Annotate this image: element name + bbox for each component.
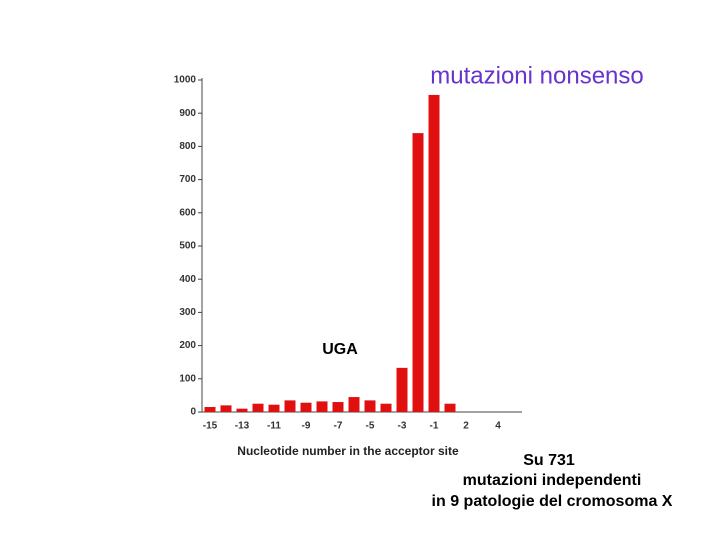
bar xyxy=(268,404,280,412)
x-tick-label: -15 xyxy=(203,421,218,432)
y-tick-label: 600 xyxy=(179,207,196,218)
note: mutazioni independenti xyxy=(463,472,642,489)
note: in 9 patologie del cromosoma X xyxy=(432,493,673,510)
bar xyxy=(236,408,248,412)
y-tick-label: 300 xyxy=(179,307,196,318)
x-tick-label: -13 xyxy=(235,421,250,432)
x-tick-label: -11 xyxy=(267,421,281,432)
bar xyxy=(364,400,376,412)
bar xyxy=(444,403,456,412)
y-tick-label: 700 xyxy=(179,174,196,185)
x-tick-label: 2 xyxy=(463,421,469,432)
bar xyxy=(348,397,360,412)
y-tick-label: 200 xyxy=(179,340,196,351)
x-tick-label: 4 xyxy=(495,421,501,432)
bar xyxy=(428,94,440,412)
bar xyxy=(412,133,424,412)
annotation: UGA xyxy=(322,341,358,358)
y-tick-label: 800 xyxy=(179,141,196,152)
chart-title: mutazioni nonsenso xyxy=(430,62,643,89)
x-tick-label: -1 xyxy=(430,421,439,432)
y-tick-label: 500 xyxy=(179,241,196,252)
y-tick-label: 100 xyxy=(179,373,196,384)
bar xyxy=(380,403,392,412)
x-axis-title: Nucleotide number in the acceptor site xyxy=(237,444,459,458)
y-tick-label: 0 xyxy=(190,407,196,418)
y-tick-label: 400 xyxy=(179,274,196,285)
bar xyxy=(316,401,328,412)
note: Su 731 xyxy=(523,452,575,469)
bar xyxy=(204,407,216,412)
bar xyxy=(300,402,312,412)
x-tick-label: -7 xyxy=(334,421,343,432)
x-tick-label: -3 xyxy=(398,421,407,432)
y-tick-label: 1000 xyxy=(174,75,197,86)
bar xyxy=(284,400,296,412)
y-tick-label: 900 xyxy=(179,108,196,119)
bar xyxy=(252,403,264,412)
bar xyxy=(332,402,344,412)
bar xyxy=(220,405,232,412)
x-tick-label: -5 xyxy=(366,421,375,432)
bar xyxy=(396,367,408,412)
x-tick-label: -9 xyxy=(302,421,311,432)
